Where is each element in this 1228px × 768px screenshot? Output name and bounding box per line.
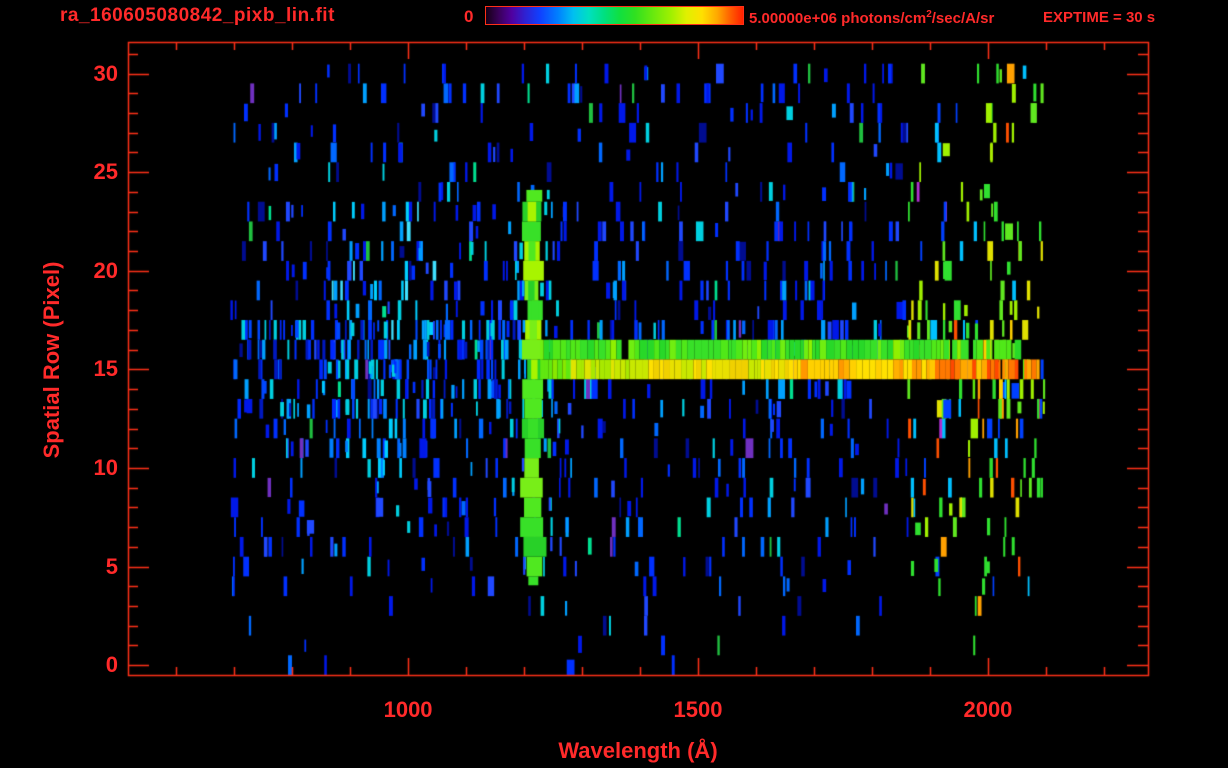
x-tick-label: 2000 bbox=[963, 697, 1013, 722]
y-tick-label: 30 bbox=[93, 60, 118, 86]
colorbar-min-label: 0 bbox=[464, 7, 474, 26]
x-tick-label: 1000 bbox=[383, 697, 433, 722]
y-tick-label: 15 bbox=[93, 356, 118, 382]
y-tick-label: 5 bbox=[105, 553, 118, 579]
exptime-label: EXPTIME = 30 s bbox=[1043, 9, 1156, 26]
y-tick-label: 20 bbox=[93, 257, 118, 283]
y-tick-label: 10 bbox=[93, 454, 118, 480]
colorbar-gradient bbox=[485, 6, 744, 25]
x-axis-title: Wavelength (Å) bbox=[558, 738, 718, 763]
colorbar-max-label: 5.00000e+06 photons/cm2/sec/A/sr bbox=[749, 9, 995, 27]
file-title: ra_160605080842_pixb_lin.fit bbox=[60, 5, 335, 26]
y-tick-label: 0 bbox=[105, 652, 118, 678]
x-tick-label: 1500 bbox=[673, 697, 723, 722]
y-tick-label: 25 bbox=[93, 159, 118, 185]
